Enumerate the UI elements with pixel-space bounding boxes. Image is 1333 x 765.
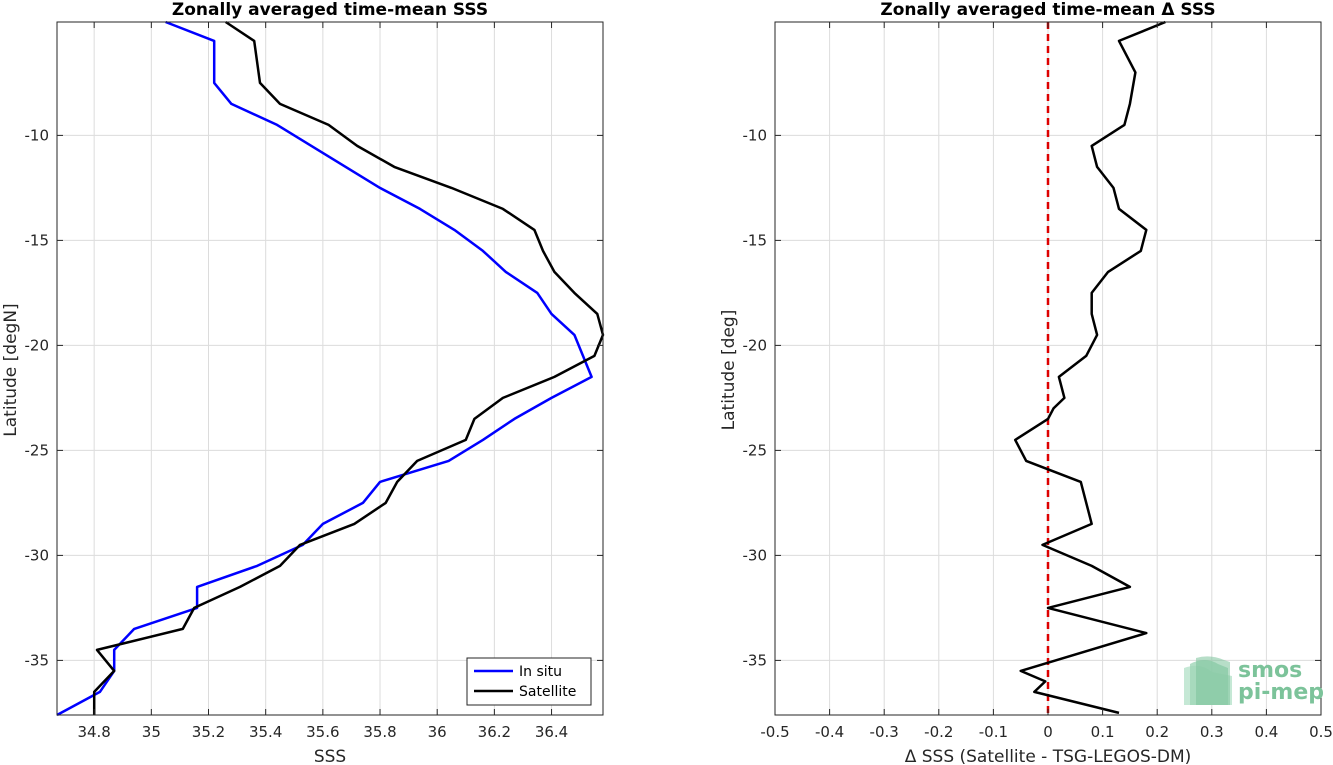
x-tick-label: 0.3 [1200,723,1224,741]
logo-text-smos: smos [1238,658,1302,683]
y-tick-label: -30 [743,546,768,564]
right-y-axis-label: Latitude [deg] [719,310,739,431]
series-line-satellite [92,20,605,715]
legend-label-satellite: Satellite [519,684,576,700]
y-tick-label: -15 [743,231,768,249]
right-x-axis-label: Δ SSS (Satellite - TSG-LEGOS-DM) [905,747,1192,765]
x-tick-label: 0.1 [1091,723,1115,741]
logo-text-pi-mep: pi-mep [1238,680,1324,705]
x-tick-label: -0.5 [760,723,789,741]
right-chart-panel: -0.5 -0.4 -0.3 -0.2 -0.1 0 0.1 0.2 0.3 0.4 0.5 -35 -… [719,0,1333,765]
left-chart-panel: 34.8 35 35.2 35.4 35.6 35.8 36 36.2 36.4 -35 -30 -2… [1,0,605,765]
smos-pi-mep-logo: smos pi-mep [1184,656,1324,705]
logo-wave-icon [1184,656,1232,705]
x-tick-label: 0 [1043,723,1053,741]
x-tick-label: -0.4 [815,723,844,741]
x-tick-label: 35.2 [192,723,225,741]
x-tick-label: 35.4 [249,723,282,741]
y-tick-label: -20 [25,336,50,354]
y-tick-label: -35 [25,651,50,669]
y-tick-label: -25 [743,441,768,459]
y-tick-label: -20 [743,336,768,354]
x-tick-label: 35.6 [306,723,339,741]
left-chart-title: Zonally averaged time-mean SSS [172,0,488,20]
x-tick-label: 35.8 [363,723,396,741]
y-tick-label: -25 [25,441,50,459]
x-tick-label: 36 [428,723,447,741]
series-line-in-situ [56,20,593,717]
x-tick-label: 0.2 [1145,723,1169,741]
y-tick-label: -30 [25,546,50,564]
left-axes: 34.8 35 35.2 35.4 35.6 35.8 36 36.2 36.4 -35 -30 -2… [25,21,604,741]
x-tick-label: 34.8 [77,723,110,741]
right-series-group [1013,20,1166,715]
y-tick-label: -10 [25,126,50,144]
plot-frame [56,21,604,716]
y-tick-label: -10 [743,126,768,144]
y-tick-label: -15 [25,231,50,249]
legend-label-in-situ: In situ [519,664,562,680]
legend: In situ Satellite [466,657,592,706]
series-line-delta-sss [1013,20,1166,715]
right-axes: -0.5 -0.4 -0.3 -0.2 -0.1 0 0.1 0.2 0.3 0.4 0.5 -35 -… [743,21,1333,741]
x-tick-label: 35 [142,723,161,741]
x-tick-label: -0.3 [870,723,899,741]
x-tick-label: 36.2 [478,723,511,741]
x-tick-label: 0.5 [1309,723,1333,741]
left-y-axis-label: Latitude [degN] [1,303,21,436]
right-chart-title: Zonally averaged time-mean Δ SSS [880,0,1215,20]
legend-box [466,657,592,706]
left-series-group [56,20,605,717]
y-tick-label: -35 [743,651,768,669]
x-tick-label: 0.4 [1254,723,1278,741]
x-tick-label: -0.1 [979,723,1008,741]
left-grid [57,22,603,715]
x-tick-label: -0.2 [924,723,953,741]
x-tick-label: 36.4 [535,723,568,741]
left-x-axis-label: SSS [314,747,346,765]
